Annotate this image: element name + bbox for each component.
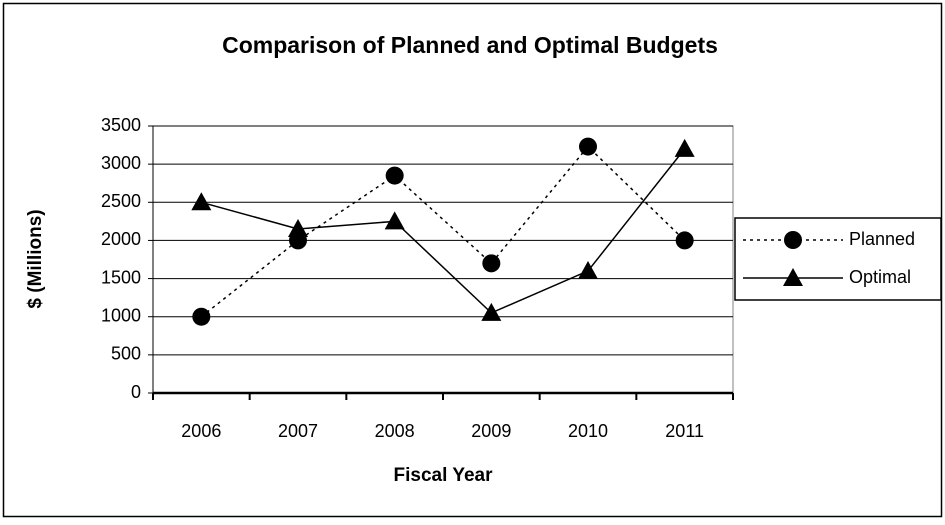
x-tick-label: 2006: [181, 421, 221, 441]
y-tick-label: 2500: [101, 191, 141, 211]
chart-title: Comparison of Planned and Optimal Budget…: [222, 32, 718, 58]
y-tick-label: 3000: [101, 153, 141, 173]
data-point: [579, 137, 597, 156]
data-point: [481, 302, 502, 321]
data-point: [675, 231, 694, 250]
series-line: [201, 148, 686, 314]
x-tick-label: 2008: [375, 421, 415, 441]
data-point: [384, 211, 405, 230]
x-axis-label: Fiscal Year: [394, 465, 494, 486]
legend-marker: [784, 231, 802, 249]
y-tick-label: 2000: [101, 229, 141, 249]
y-tick-label: 0: [131, 382, 141, 402]
x-tick-label: 2009: [471, 421, 511, 441]
legend-box: [734, 217, 942, 301]
data-point: [288, 218, 308, 237]
data-point: [192, 307, 211, 326]
y-tick-label: 500: [111, 344, 141, 364]
legend-marker: [783, 268, 803, 286]
legend-label: Optimal: [849, 267, 911, 287]
y-tick-label: 3500: [101, 115, 141, 135]
y-axis-label: $ (Millions): [25, 209, 46, 308]
y-tick-label: 1500: [101, 267, 141, 287]
data-point: [578, 260, 598, 279]
legend-label: Planned: [849, 229, 915, 249]
data-point: [482, 254, 501, 273]
data-point: [191, 192, 212, 211]
x-tick-label: 2011: [665, 421, 704, 441]
x-tick-label: 2010: [568, 421, 608, 441]
x-tick-label: 2007: [278, 421, 318, 441]
y-tick-label: 1000: [101, 305, 141, 325]
data-point: [385, 166, 404, 185]
data-point: [674, 138, 695, 157]
